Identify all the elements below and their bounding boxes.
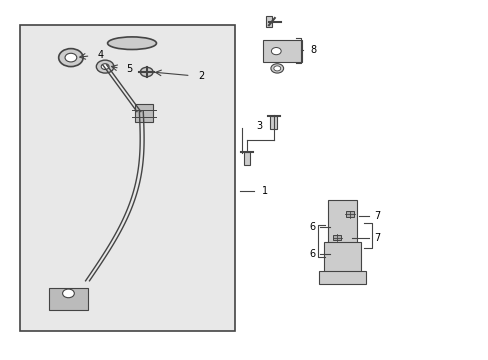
Text: 6: 6 (308, 222, 315, 232)
Text: 5: 5 (126, 64, 132, 74)
FancyBboxPatch shape (323, 242, 360, 275)
Circle shape (271, 48, 281, 55)
Text: 8: 8 (310, 45, 316, 55)
FancyBboxPatch shape (318, 271, 365, 284)
Circle shape (96, 60, 114, 73)
Circle shape (59, 49, 83, 67)
Bar (270, 116, 277, 129)
Circle shape (62, 289, 74, 298)
Circle shape (65, 53, 77, 62)
Text: 7: 7 (373, 233, 380, 243)
FancyBboxPatch shape (20, 25, 234, 331)
Ellipse shape (107, 37, 156, 50)
Text: 1: 1 (261, 186, 267, 196)
Bar (265, 16, 271, 27)
Text: 6: 6 (308, 249, 315, 259)
Circle shape (270, 64, 283, 73)
Bar (345, 211, 353, 217)
Bar (243, 152, 250, 165)
FancyBboxPatch shape (327, 200, 356, 247)
Text: 4: 4 (98, 50, 104, 60)
Circle shape (140, 67, 153, 77)
Text: 3: 3 (256, 121, 262, 131)
Circle shape (273, 66, 280, 71)
Circle shape (101, 64, 109, 69)
Bar (135, 104, 153, 122)
Text: 7: 7 (373, 211, 380, 221)
FancyBboxPatch shape (262, 40, 302, 62)
Text: 2: 2 (198, 71, 204, 81)
Bar (333, 235, 341, 240)
FancyBboxPatch shape (49, 288, 88, 310)
